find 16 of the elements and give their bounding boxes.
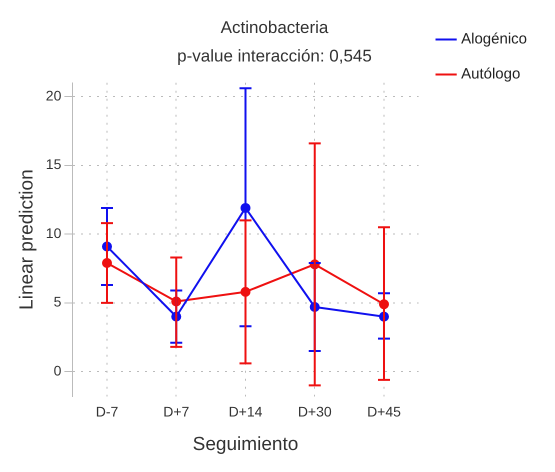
y-tick-label: 10 <box>46 224 62 241</box>
y-tick-label: 0 <box>54 362 62 378</box>
x-tick-label: D+7 <box>163 404 190 420</box>
x-tick-label: D+45 <box>367 404 402 420</box>
x-tick-label: D+30 <box>298 404 332 420</box>
y-tick-label: 15 <box>46 156 62 172</box>
y-tick-label: 20 <box>46 87 62 104</box>
x-tick-label: D-7 <box>96 404 118 420</box>
chart-title: Actinobacteria <box>220 18 329 37</box>
legend-label: Autólogo <box>461 66 520 83</box>
x-axis-title: Seguimiento <box>192 434 298 455</box>
y-tick-label: 5 <box>54 294 62 310</box>
x-tick-label: D+14 <box>228 404 263 420</box>
y-axis-title: Linear prediction <box>16 169 38 310</box>
chart-subtitle: p-value interacción: 0,545 <box>177 46 372 66</box>
legend-label: Alogénico <box>461 30 528 48</box>
